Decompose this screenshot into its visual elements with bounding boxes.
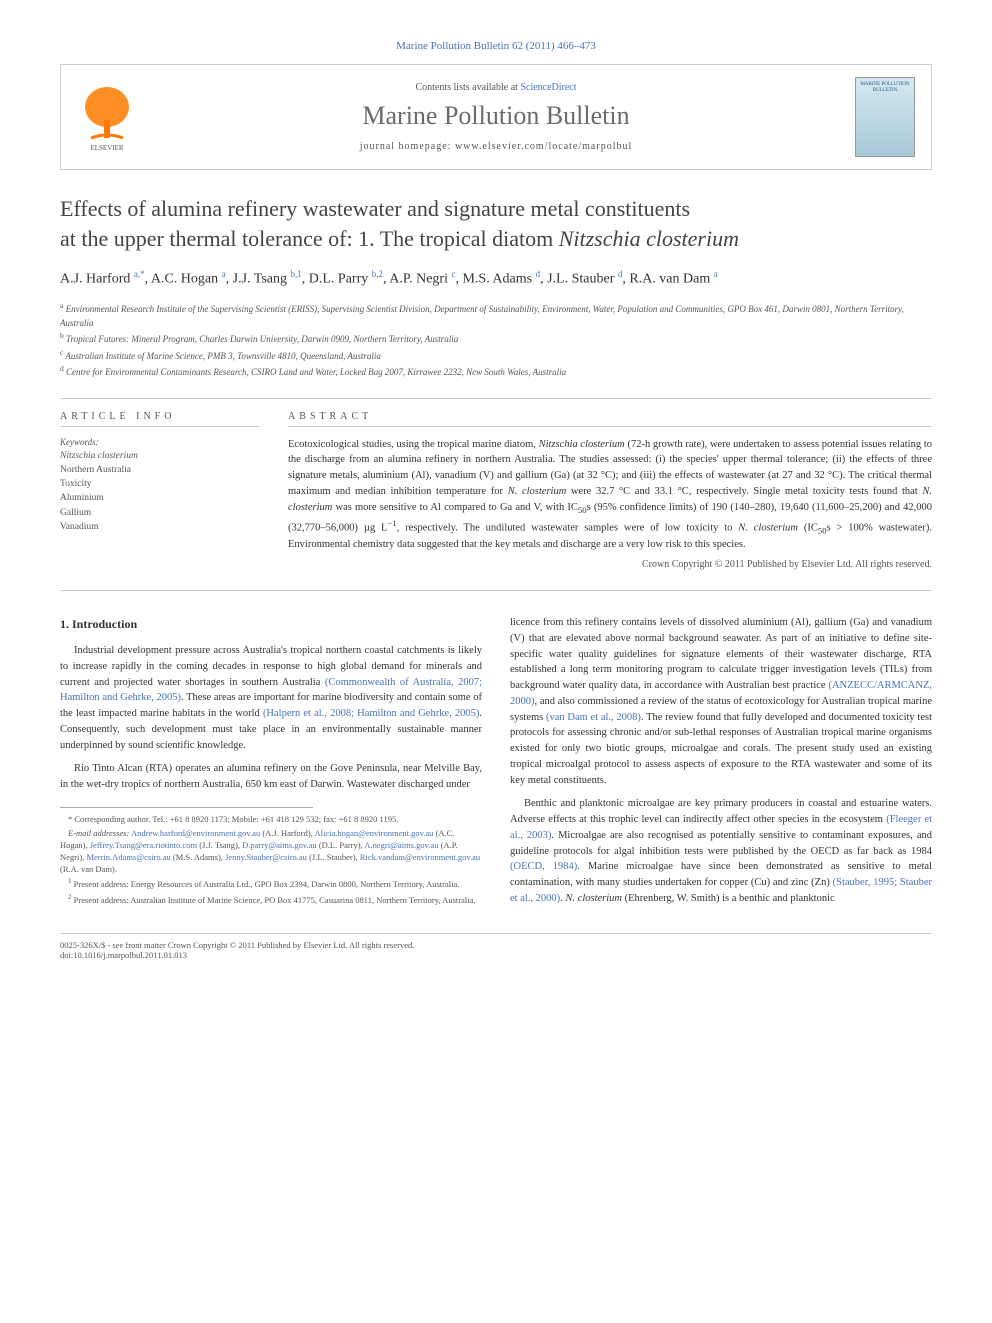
divider-top — [60, 398, 932, 399]
affiliation-line: c Australian Institute of Marine Science… — [60, 347, 932, 364]
sciencedirect-link[interactable]: ScienceDirect — [520, 82, 576, 93]
section-number: 1. — [60, 617, 69, 631]
contents-available-line: Contents lists available at ScienceDirec… — [137, 82, 855, 93]
affiliations-block: a Environmental Research Institute of th… — [60, 300, 932, 380]
left-column: 1. Introduction Industrial development p… — [60, 615, 482, 915]
header-center: Contents lists available at ScienceDirec… — [137, 82, 855, 152]
doi-line: doi:10.1016/j.marpolbul.2011.01.013 — [60, 950, 932, 960]
journal-header-box: ELSEVIER Contents lists available at Sci… — [60, 64, 932, 170]
section-title: Introduction — [72, 617, 137, 631]
keyword-item: Gallium — [60, 506, 260, 520]
body-columns: 1. Introduction Industrial development p… — [60, 615, 932, 915]
email-addresses-note: E-mail addresses: Andrew.harford@environ… — [60, 828, 482, 876]
body-paragraph: Rio Tinto Alcan (RTA) operates an alumin… — [60, 761, 482, 793]
citation-line: Marine Pollution Bulletin 62 (2011) 466–… — [60, 40, 932, 52]
journal-cover-thumbnail: MARINE POLLUTION BULLETIN — [855, 77, 915, 157]
contents-prefix: Contents lists available at — [415, 82, 520, 93]
note1-text: Present address: Energy Resources of Aus… — [74, 879, 460, 889]
abstract-text: Ecotoxicological studies, using the trop… — [288, 437, 932, 554]
page-root: Marine Pollution Bulletin 62 (2011) 466–… — [0, 0, 992, 1000]
svg-text:ELSEVIER: ELSEVIER — [90, 144, 123, 152]
keyword-item: Toxicity — [60, 477, 260, 491]
keyword-item: Aluminium — [60, 491, 260, 505]
title-line-2: at the upper thermal tolerance of: 1. Th… — [60, 226, 559, 251]
footnotes-block: * Corresponding author. Tel.: +61 8 8920… — [60, 814, 482, 907]
right-column: licence from this refinery contains leve… — [510, 615, 932, 915]
title-species: Nitzschia closterium — [559, 226, 739, 251]
present-address-note-1: 1 Present address: Energy Resources of A… — [60, 877, 482, 891]
keywords-label: Keywords: — [60, 437, 260, 447]
elsevier-tree-icon: ELSEVIER — [77, 82, 137, 152]
info-abstract-row: ARTICLE INFO Keywords: Nitzschia closter… — [60, 411, 932, 571]
affiliation-line: d Centre for Environmental Contaminants … — [60, 363, 932, 380]
title-line-1: Effects of alumina refinery wastewater a… — [60, 196, 690, 221]
affiliation-line: a Environmental Research Institute of th… — [60, 300, 932, 330]
body-paragraph: Benthic and planktonic microalgae are ke… — [510, 796, 932, 906]
body-paragraph: Industrial development pressure across A… — [60, 643, 482, 753]
authors-line: A.J. Harford a,*, A.C. Hogan a, J.J. Tsa… — [60, 269, 932, 288]
journal-homepage-line: journal homepage: www.elsevier.com/locat… — [137, 141, 855, 152]
affiliation-line: b Tropical Futures: Mineral Program, Cha… — [60, 330, 932, 347]
elsevier-logo: ELSEVIER — [77, 82, 137, 152]
note2-text: Present address: Australian Institute of… — [74, 895, 476, 905]
keywords-list: Nitzschia closteriumNorthern AustraliaTo… — [60, 449, 260, 535]
abstract-heading: ABSTRACT — [288, 411, 932, 427]
keyword-item: Northern Australia — [60, 463, 260, 477]
article-info-heading: ARTICLE INFO — [60, 411, 260, 427]
divider-bottom — [60, 590, 932, 591]
present-address-note-2: 2 Present address: Australian Institute … — [60, 893, 482, 907]
article-info-box: ARTICLE INFO Keywords: Nitzschia closter… — [60, 411, 260, 571]
emails-label: E-mail addresses: — [68, 828, 129, 838]
keyword-item: Vanadium — [60, 520, 260, 534]
homepage-url[interactable]: www.elsevier.com/locate/marpolbul — [455, 141, 632, 152]
cover-thumb-title: MARINE POLLUTION BULLETIN — [860, 82, 910, 93]
homepage-prefix: journal homepage: — [360, 141, 455, 152]
corresponding-author-note: * Corresponding author. Tel.: +61 8 8920… — [60, 814, 482, 826]
issn-copyright-line: 0025-326X/$ - see front matter Crown Cop… — [60, 940, 932, 950]
keyword-item: Nitzschia closterium — [60, 449, 260, 463]
footnote-divider — [60, 807, 313, 808]
journal-name: Marine Pollution Bulletin — [137, 101, 855, 131]
section-1-heading: 1. Introduction — [60, 615, 482, 633]
body-paragraph: licence from this refinery contains leve… — [510, 615, 932, 788]
article-title: Effects of alumina refinery wastewater a… — [60, 194, 932, 253]
abstract-copyright: Crown Copyright © 2011 Published by Else… — [288, 559, 932, 570]
abstract-box: ABSTRACT Ecotoxicological studies, using… — [288, 411, 932, 571]
page-footer: 0025-326X/$ - see front matter Crown Cop… — [60, 933, 932, 960]
